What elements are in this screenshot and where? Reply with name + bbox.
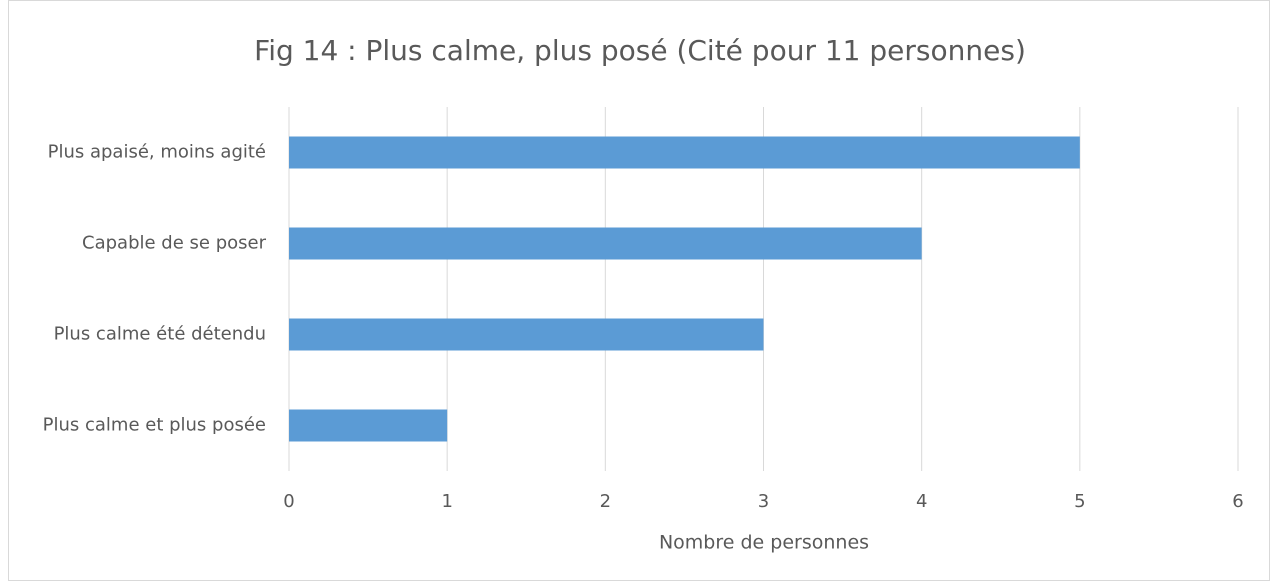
y-tick-label: Capable de se poser [82,233,267,254]
chart-frame [8,0,1270,581]
bar [289,227,922,260]
y-tick-label: Plus apaisé, moins agité [48,142,266,163]
x-tick-label: 4 [916,491,927,512]
x-tick-label: 1 [441,491,452,512]
x-tick-label: 3 [758,491,769,512]
x-tick-label: 0 [283,491,294,512]
bar [289,318,764,351]
bar [289,136,1080,169]
x-tick-label: 5 [1074,491,1085,512]
chart-title: Fig 14 : Plus calme, plus posé (Cité pou… [254,34,1026,67]
x-tick-label: 6 [1232,491,1243,512]
x-tick-label: 2 [600,491,611,512]
bar [289,409,448,442]
x-axis-title: Nombre de personnes [659,532,869,554]
y-tick-label: Plus calme été détendu [54,324,266,345]
y-tick-label: Plus calme et plus posée [43,415,266,436]
